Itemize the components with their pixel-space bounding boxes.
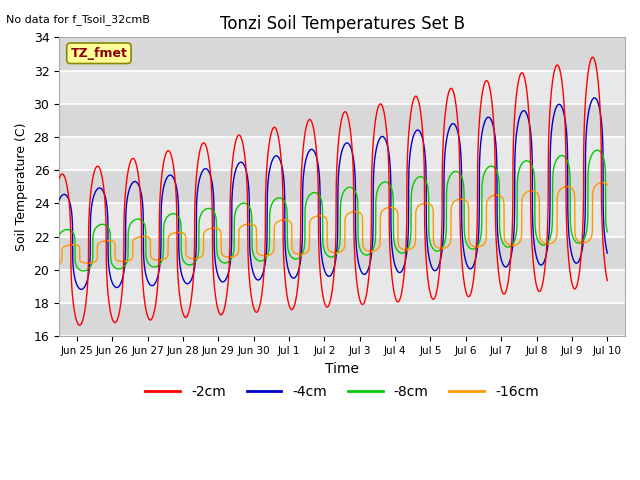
Title: Tonzi Soil Temperatures Set B: Tonzi Soil Temperatures Set B xyxy=(220,15,465,33)
-16cm xyxy=(211,225,219,231)
-2cm xyxy=(463,291,470,297)
-4cm xyxy=(38,284,45,289)
Bar xyxy=(59,137,625,170)
-8cm xyxy=(463,240,470,246)
Line: -16cm: -16cm xyxy=(42,182,607,264)
-2cm xyxy=(40,325,48,331)
-4cm xyxy=(184,281,192,287)
-8cm xyxy=(211,212,219,217)
-16cm xyxy=(463,198,470,204)
-8cm xyxy=(604,229,611,235)
-8cm xyxy=(44,270,52,276)
-16cm xyxy=(58,259,65,265)
-4cm xyxy=(292,274,300,280)
Bar xyxy=(59,237,625,270)
-16cm xyxy=(604,181,611,187)
-2cm xyxy=(604,277,611,283)
-8cm xyxy=(38,266,45,272)
-4cm xyxy=(58,193,65,199)
X-axis label: Time: Time xyxy=(325,361,359,376)
-4cm xyxy=(604,250,611,256)
Text: TZ_fmet: TZ_fmet xyxy=(70,47,127,60)
-8cm xyxy=(531,220,539,226)
-8cm xyxy=(593,147,601,153)
Bar xyxy=(59,270,625,303)
Bar xyxy=(59,204,625,237)
-16cm xyxy=(598,180,606,185)
-16cm xyxy=(48,262,56,267)
-4cm xyxy=(531,246,539,252)
-16cm xyxy=(184,254,192,260)
-16cm xyxy=(38,246,45,252)
-2cm xyxy=(211,292,219,298)
Bar xyxy=(59,170,625,204)
-2cm xyxy=(531,274,539,280)
Legend: -2cm, -4cm, -8cm, -16cm: -2cm, -4cm, -8cm, -16cm xyxy=(140,379,545,404)
-4cm xyxy=(211,259,219,265)
-2cm xyxy=(589,54,596,60)
Bar xyxy=(59,37,625,71)
Text: No data for f_Tsoil_32cmB: No data for f_Tsoil_32cmB xyxy=(6,14,150,25)
-2cm xyxy=(184,311,192,317)
-2cm xyxy=(292,299,300,305)
-8cm xyxy=(292,256,300,262)
Line: -8cm: -8cm xyxy=(42,150,607,273)
Bar xyxy=(59,104,625,137)
-2cm xyxy=(58,171,65,177)
-16cm xyxy=(292,251,300,256)
-8cm xyxy=(184,262,192,268)
-2cm xyxy=(38,321,45,327)
Y-axis label: Soil Temperature (C): Soil Temperature (C) xyxy=(15,122,28,251)
-16cm xyxy=(531,189,539,194)
-4cm xyxy=(42,288,50,294)
Bar xyxy=(59,71,625,104)
-4cm xyxy=(463,261,470,266)
Line: -4cm: -4cm xyxy=(42,98,607,291)
Bar xyxy=(59,303,625,336)
-8cm xyxy=(58,229,65,235)
-4cm xyxy=(591,95,598,101)
Line: -2cm: -2cm xyxy=(42,57,607,328)
